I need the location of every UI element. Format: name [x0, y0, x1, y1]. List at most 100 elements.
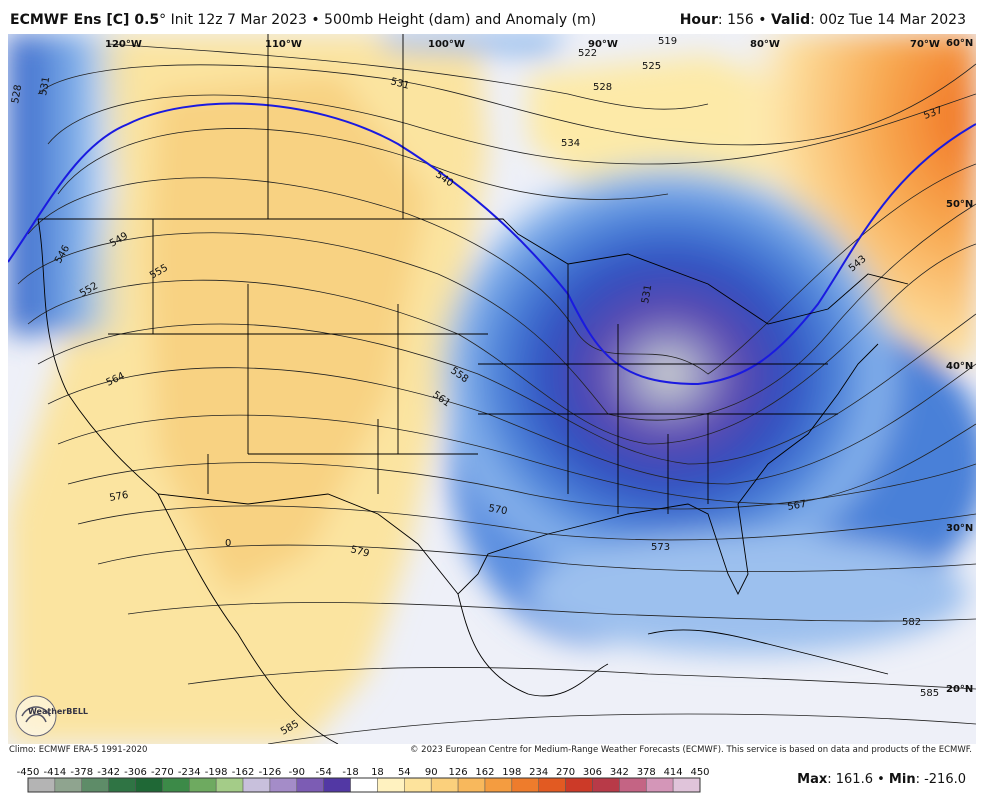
hour-value: : 156 • — [717, 12, 771, 28]
header-left: ECMWF Ens [C] 0.5° Init 12z 7 Mar 2023 •… — [10, 12, 596, 28]
colorbar-swatch — [565, 777, 593, 793]
anomaly-fill — [8, 34, 976, 744]
colorbar-label: -54 — [316, 767, 332, 778]
borders — [37, 34, 909, 744]
colorbar-label: -378 — [70, 767, 93, 778]
contour-540 — [8, 102, 976, 386]
contour-line — [127, 602, 976, 622]
colorbar-label: 90 — [425, 767, 438, 778]
valid-value: : 00z Tue 14 Mar 2023 — [810, 12, 966, 28]
colorbar-label: 234 — [529, 767, 548, 778]
hour-label: Hour — [679, 12, 718, 28]
colorbar-label: 18 — [371, 767, 384, 778]
colorbar-swatch — [162, 777, 190, 793]
contour-label: 567 — [787, 499, 808, 513]
contour-label: 573 — [651, 542, 670, 553]
contour-label: 528 — [10, 84, 24, 105]
contour-label: 0 — [225, 538, 231, 549]
longitude-label: 80°W — [750, 39, 780, 50]
colorbar-label: -198 — [205, 767, 228, 778]
colorbar-swatch — [672, 777, 701, 793]
colorbar-label: 342 — [610, 767, 629, 778]
contour-line — [267, 713, 976, 744]
contour-label: 525 — [642, 61, 661, 72]
colorbar-swatch — [619, 777, 647, 793]
map: 120°W 110°W 100°W 90°W 80°W 70°W 60°N 50°N 40°N 3… — [8, 34, 976, 744]
colorbar-swatch — [108, 777, 136, 793]
colorbar-swatch — [592, 777, 620, 793]
colorbar-label: -162 — [232, 767, 255, 778]
contour-line — [17, 203, 976, 421]
contour-label: 531 — [389, 76, 410, 92]
colorbar-swatch — [404, 777, 432, 793]
colorbar-swatch — [377, 777, 405, 793]
contour-line — [47, 93, 976, 165]
colorbar-label: 450 — [690, 767, 709, 778]
latitude-label: 50°N — [946, 199, 973, 210]
contour-label: 585 — [920, 688, 939, 699]
colorbar-label: 306 — [583, 767, 602, 778]
copyright: © 2023 European Centre for Medium-Range … — [409, 745, 972, 755]
colorbar-swatch — [215, 777, 244, 793]
longitude-label: 100°W — [428, 39, 465, 50]
colorbar-swatch — [242, 777, 271, 793]
contour-line — [67, 462, 976, 510]
contour-label: 579 — [349, 544, 370, 560]
contour-label: 570 — [487, 503, 508, 517]
latitude-label: 30°N — [946, 523, 973, 534]
min-label: Min — [888, 772, 916, 787]
contour-line — [57, 128, 669, 200]
colorbar-label: 162 — [475, 767, 494, 778]
colorbar-swatch — [538, 777, 566, 793]
max-value: : 161.6 • — [827, 772, 889, 787]
colorbar-swatch — [430, 777, 459, 793]
colorbar-label: -270 — [151, 767, 174, 778]
contour-label: 531 — [640, 284, 654, 305]
contour-line — [187, 667, 976, 690]
colorbar-swatch — [350, 777, 378, 793]
contour-label: 576 — [109, 490, 130, 504]
contour-label: 531 — [38, 76, 52, 97]
contour-line — [27, 243, 976, 445]
colorbar-swatch — [189, 777, 217, 793]
colorbar-swatch — [135, 777, 163, 793]
contour-line — [27, 163, 976, 375]
max-label: Max — [797, 772, 828, 787]
colorbar-label: -414 — [44, 767, 67, 778]
colorbar-label: 270 — [556, 767, 575, 778]
colorbar-swatch — [457, 777, 486, 793]
contour-line — [97, 544, 976, 572]
contour-line — [37, 63, 976, 146]
colorbar-frame — [27, 777, 701, 793]
colorbar-label: -450 — [17, 767, 40, 778]
longitude-label: 90°W — [588, 39, 618, 50]
longitude-label: 110°W — [265, 39, 302, 50]
colorbar-label: -18 — [342, 767, 358, 778]
colorbar-swatch — [323, 777, 351, 793]
min-value: : -216.0 — [915, 772, 966, 787]
colorbar-label: -234 — [178, 767, 201, 778]
contour-label: 522 — [578, 48, 597, 59]
contour-line — [107, 43, 709, 110]
latitude-label: 40°N — [946, 361, 973, 372]
colorbar-label: -306 — [124, 767, 147, 778]
model-name: ECMWF Ens [C] 0.5 — [10, 12, 160, 28]
colorbar-label: -126 — [259, 767, 282, 778]
colorbar-label: -90 — [289, 767, 305, 778]
run-info: ° Init 12z 7 Mar 2023 • 500mb Height (da… — [159, 12, 597, 28]
colorbar-label: 378 — [637, 767, 656, 778]
latitude-label: 60°N — [946, 38, 973, 49]
colorbar-swatch — [645, 777, 674, 793]
header-right: Hour: 156 • Valid: 00z Tue 14 Mar 2023 — [680, 12, 966, 28]
logo-text: WeatherBELL — [28, 707, 88, 716]
contour-label: 534 — [561, 138, 580, 149]
longitude-label: 120°W — [105, 39, 142, 50]
latitude-label: 20°N — [946, 684, 973, 695]
colorbar-swatch — [269, 777, 298, 793]
colorbar-swatch — [54, 777, 83, 793]
colorbar-label: 54 — [398, 767, 411, 778]
contour-label: 528 — [593, 82, 612, 93]
max-min: Max: 161.6 • Min: -216.0 — [797, 772, 966, 787]
colorbar-swatch — [484, 777, 513, 793]
